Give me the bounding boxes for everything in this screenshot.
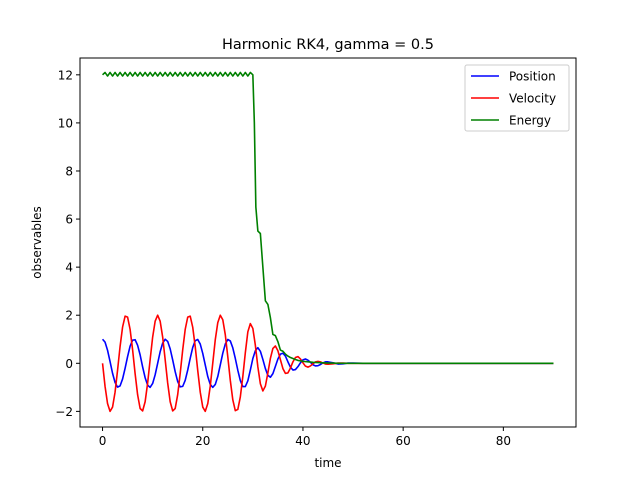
x-tick-label: 60 (396, 434, 411, 448)
x-tick-label: 20 (195, 434, 210, 448)
series-line-velocity (101, 314, 554, 413)
series-line-position (101, 338, 554, 389)
x-tick-label: 0 (99, 434, 107, 448)
y-tick-label: 8 (65, 164, 73, 178)
x-axis-ticks: 0 20 40 60 80 (99, 427, 511, 448)
legend-label-velocity: Velocity (509, 92, 556, 106)
axes-frame (79, 57, 577, 428)
legend-label-energy: Energy (509, 114, 551, 128)
series-line-energy (101, 71, 554, 365)
y-tick-label: 0 (65, 357, 73, 371)
y-axis-ticks: −2 0 2 4 6 8 10 12 (55, 68, 80, 419)
x-axis-label: time (314, 456, 341, 470)
legend-label-position: Position (509, 70, 556, 84)
y-tick-label: −2 (55, 405, 73, 419)
legend: Position Velocity Energy (464, 64, 570, 132)
y-tick-label: 4 (65, 261, 73, 275)
plot-area (101, 71, 554, 413)
x-tick-label: 80 (496, 434, 511, 448)
y-tick-label: 6 (65, 213, 73, 227)
y-tick-label: 2 (65, 309, 73, 323)
legend-box (464, 64, 570, 132)
chart-title: Harmonic RK4, gamma = 0.5 (222, 37, 434, 53)
y-tick-label: 10 (58, 116, 73, 130)
y-tick-label: 12 (58, 68, 73, 82)
x-tick-label: 40 (295, 434, 310, 448)
y-axis-label: observables (30, 206, 44, 279)
